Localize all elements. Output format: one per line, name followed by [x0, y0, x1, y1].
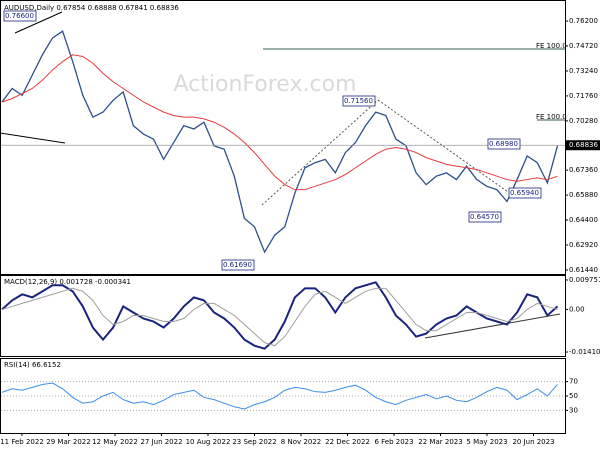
- x-tick-label: 22 Dec 2022: [325, 438, 370, 446]
- x-tick-label: 11 Feb 2022: [0, 438, 44, 446]
- y-tick-label: 0.62920: [569, 241, 598, 249]
- series-line: [1, 287, 558, 347]
- series-line: [1, 30, 559, 254]
- last-price-label: 0.68836: [569, 141, 598, 149]
- rsi-title: RSI(14) 66.6152: [4, 361, 61, 369]
- price-panel: [0, 0, 566, 275]
- watermark: ActionForex.com: [174, 72, 357, 97]
- y-tick-label: 30: [569, 406, 578, 414]
- last-price-box: [566, 140, 600, 151]
- annotation: FE 100.0: [536, 113, 567, 121]
- annotation-box: [487, 138, 521, 150]
- y-tick-label: 0.73240: [569, 67, 598, 75]
- trend-line: [424, 313, 561, 339]
- y-tick-label: 0.00: [569, 305, 585, 313]
- annotation-box: [468, 211, 502, 223]
- y-tick-label: 0.71760: [569, 92, 598, 100]
- x-tick-label: 8 Nov 2022: [281, 438, 321, 446]
- y-tick-label: 70: [569, 378, 578, 386]
- y-tick-label: 0.67360: [569, 166, 598, 174]
- price-title: AUDUSD,Daily 0.67854 0.68888 0.67841 0.6…: [4, 4, 179, 12]
- y-tick-label: 0.61440: [569, 266, 598, 274]
- series-line: [1, 382, 558, 410]
- macd-panel: [0, 275, 566, 357]
- annotation: 0.64570: [470, 213, 499, 221]
- macd-title: MACD(12,26,9) 0.001728 -0.000341: [4, 278, 131, 286]
- annotation: 0.61690: [223, 261, 252, 269]
- trend-line: [377, 99, 509, 193]
- x-tick-label: 6 Feb 2023: [374, 438, 413, 446]
- y-tick-label: 0.009751: [569, 276, 600, 284]
- annotation: 0.71560: [344, 97, 373, 105]
- annotation: 0.68980: [489, 140, 518, 148]
- y-tick-label: 50: [569, 392, 578, 400]
- x-tick-label: 29 Mar 2022: [46, 438, 90, 446]
- series-line: [1, 54, 558, 191]
- y-tick-label: 0.65880: [569, 191, 598, 199]
- trend-line: [0, 132, 66, 144]
- x-tick-label: 5 May 2023: [466, 438, 507, 446]
- series-line: [1, 281, 559, 350]
- x-tick-label: 22 Mar 2023: [418, 438, 462, 446]
- x-tick-label: 20 Jun 2023: [512, 438, 554, 446]
- y-tick-label: 0.74720: [569, 42, 598, 50]
- annotation: 0.65940: [510, 189, 539, 197]
- x-tick-label: 10 Aug 2022: [186, 438, 231, 446]
- x-tick-label: 27 Jun 2022: [140, 438, 182, 446]
- annotation-box: [3, 10, 37, 22]
- y-tick-label: 0.76200: [569, 17, 598, 25]
- annotation: 0.76600: [5, 12, 34, 20]
- y-tick-label: 0.64400: [569, 216, 598, 224]
- x-tick-label: 12 May 2022: [92, 438, 138, 446]
- x-tick-label: 23 Sep 2022: [232, 438, 276, 446]
- annotation-box: [508, 187, 542, 199]
- trend-line: [14, 11, 63, 34]
- annotation: FE 100.0: [536, 42, 567, 50]
- annotation-box: [342, 95, 376, 107]
- annotation-box: [221, 259, 255, 271]
- y-tick-label: 0.70280: [569, 117, 598, 125]
